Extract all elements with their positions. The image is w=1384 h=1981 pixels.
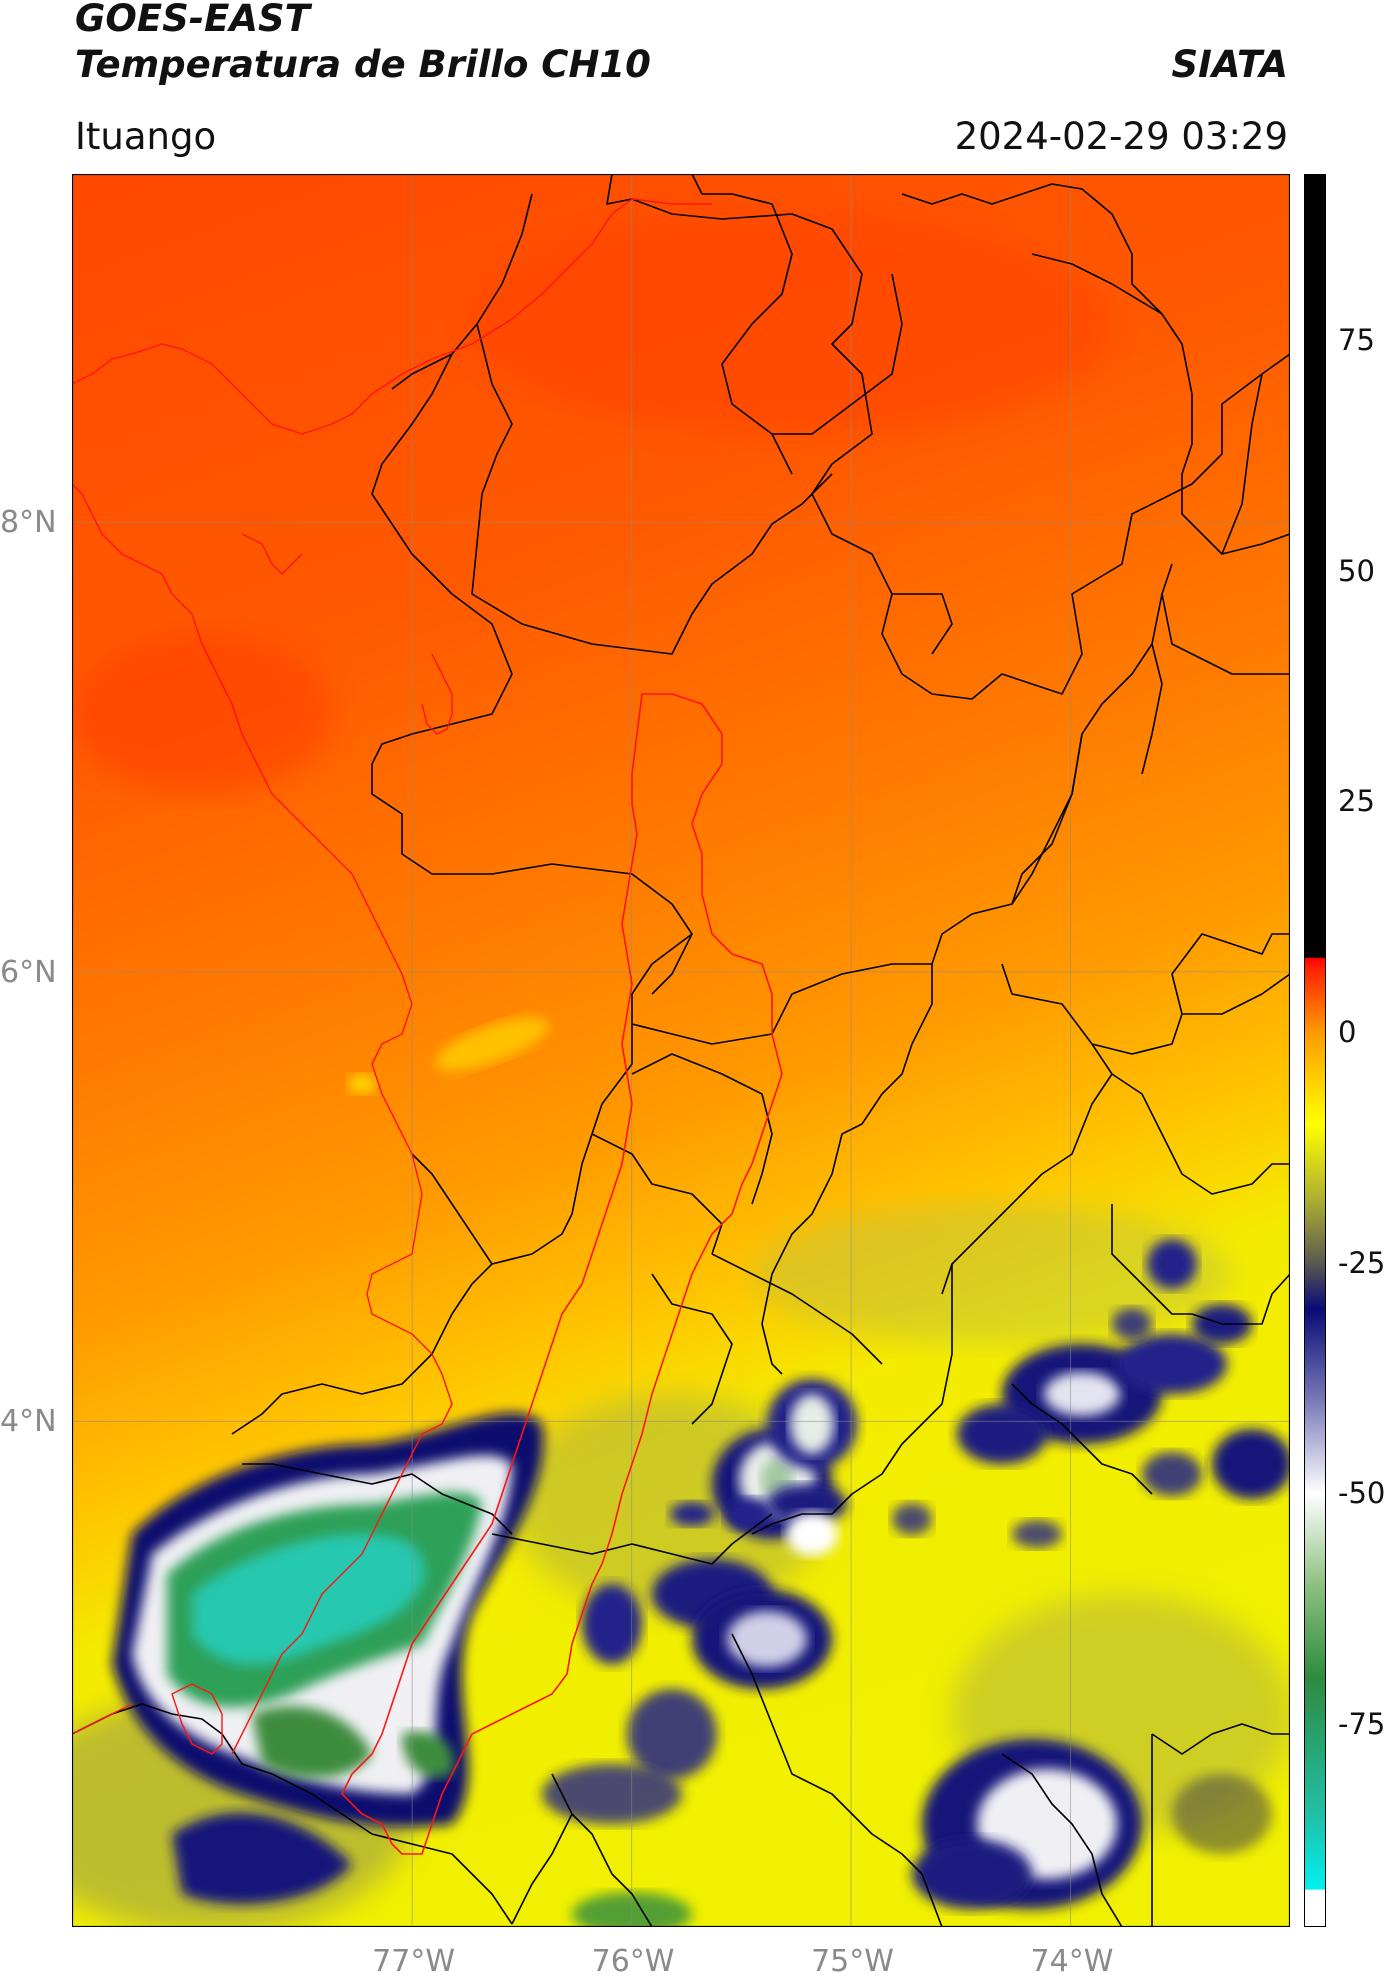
colorbar-tick-label: -75: [1338, 1707, 1384, 1742]
convective-cell-pacific: [112, 1413, 544, 1904]
map-frame: [72, 174, 1290, 1927]
satellite-map[interactable]: [72, 174, 1290, 1927]
colorbar-frame: [1304, 174, 1326, 1927]
warm-patch: [472, 214, 1112, 434]
colorbar-tick-label: -25: [1338, 1245, 1384, 1280]
colorbar-tick-label: 0: [1338, 1015, 1357, 1050]
cloud-streak: [435, 1017, 549, 1071]
colorbar-tick-label: -50: [1338, 1476, 1384, 1511]
ituango-basin-outline: [341, 693, 783, 1855]
colorbar-svg: [1304, 174, 1326, 1927]
lat-tick-label: 6°N: [0, 954, 57, 990]
agency-label: SIATA: [1171, 43, 1288, 86]
lat-tick-label: 4°N: [0, 1404, 57, 1440]
colorbar-gradient: [1304, 174, 1326, 1927]
datetime-label: 2024-02-29 03:29: [954, 115, 1288, 158]
map-svg: [72, 174, 1290, 1927]
warm-patch: [72, 634, 332, 794]
product-title: Temperatura de Brillo CH10: [75, 43, 651, 86]
cloud-streak: [348, 1074, 376, 1094]
lat-tick-label: 8°N: [0, 505, 57, 541]
coastline: [72, 198, 712, 1755]
satellite-title: GOES-EAST: [75, 0, 310, 40]
colorbar-tick-label: 75: [1338, 323, 1375, 358]
colorbar-tick-label: 50: [1338, 553, 1375, 588]
colorbar: [1304, 174, 1326, 1927]
department-boundaries: [72, 174, 1290, 1927]
location-label: Ituango: [75, 115, 217, 158]
lon-tick-label: 77°W: [372, 1944, 455, 1979]
convective-cell-east: [892, 1239, 1290, 1909]
lon-tick-label: 75°W: [811, 1944, 894, 1979]
colorbar-tick-label: 25: [1338, 784, 1375, 819]
lon-tick-label: 74°W: [1030, 1944, 1114, 1979]
lon-tick-label: 76°W: [591, 1944, 675, 1979]
